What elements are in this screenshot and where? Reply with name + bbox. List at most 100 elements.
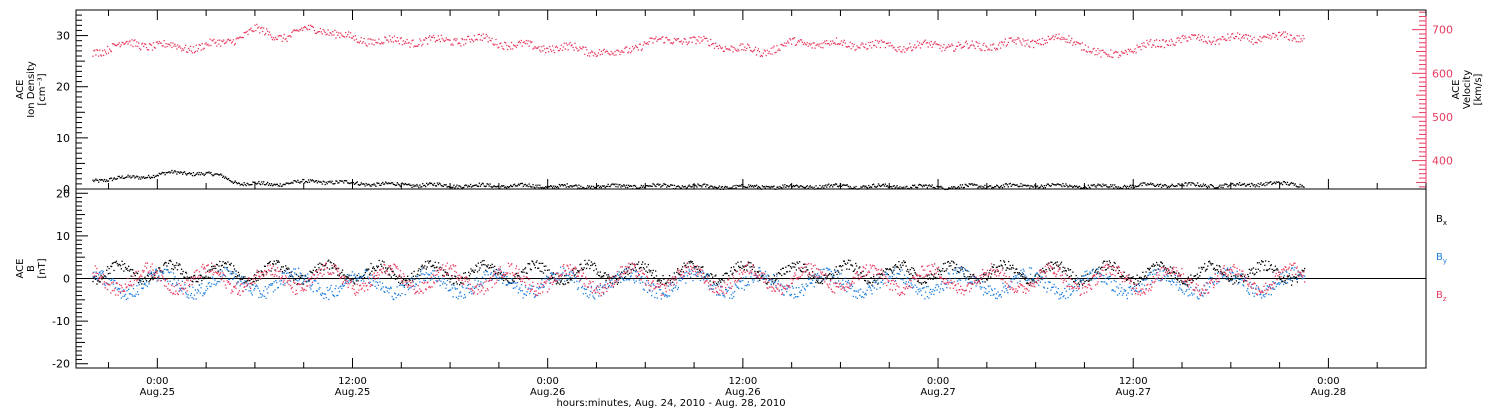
- by-point: [266, 298, 267, 299]
- density-point: [1286, 184, 1287, 185]
- by-point: [188, 297, 189, 298]
- bx-point: [1290, 277, 1291, 278]
- bx-point: [436, 266, 437, 267]
- by-point: [133, 288, 134, 289]
- velocity-point: [177, 44, 178, 45]
- velocity-point: [429, 35, 430, 36]
- density-point: [1020, 183, 1021, 184]
- density-point: [896, 185, 897, 186]
- by-point: [625, 276, 626, 277]
- by-point: [617, 273, 618, 274]
- velocity-point: [1021, 44, 1022, 45]
- density-point: [436, 185, 437, 186]
- bx-point: [736, 263, 737, 264]
- bx-point: [901, 267, 902, 268]
- by-point: [97, 278, 98, 279]
- by-point: [765, 271, 766, 272]
- velocity-point: [516, 47, 517, 48]
- bx-point: [715, 275, 716, 276]
- bx-point: [1078, 282, 1079, 283]
- density-point: [1250, 186, 1251, 187]
- bx-point: [1063, 267, 1064, 268]
- by-point: [796, 287, 797, 288]
- velocity-point: [432, 37, 433, 38]
- velocity-point: [571, 44, 572, 45]
- bx-point: [391, 276, 392, 277]
- velocity-point: [880, 47, 881, 48]
- bx-point: [1267, 269, 1268, 270]
- by-point: [559, 279, 560, 280]
- bx-point: [688, 261, 689, 262]
- density-point: [1109, 186, 1110, 187]
- velocity-point: [784, 42, 785, 43]
- density-point: [995, 186, 996, 187]
- density-point: [488, 184, 489, 185]
- by-point: [304, 278, 305, 279]
- velocity-point: [1298, 41, 1299, 42]
- density-point: [170, 172, 171, 173]
- by-point: [338, 288, 339, 289]
- velocity-point: [1118, 57, 1119, 58]
- velocity-point: [1097, 54, 1098, 55]
- density-point: [1011, 186, 1012, 187]
- velocity-point: [1222, 36, 1223, 37]
- by-point: [383, 286, 384, 287]
- density-point: [419, 185, 420, 186]
- by-point: [444, 278, 445, 279]
- velocity-point: [925, 40, 926, 41]
- density-point: [1196, 185, 1197, 186]
- bx-point: [692, 263, 693, 264]
- bx-point: [900, 264, 901, 265]
- by-point: [502, 283, 503, 284]
- velocity-point: [1096, 50, 1097, 51]
- bx-point: [936, 278, 937, 279]
- velocity-point: [1019, 40, 1020, 41]
- density-point: [848, 186, 849, 187]
- velocity-point: [702, 39, 703, 40]
- velocity-point: [889, 45, 890, 46]
- by-point: [568, 275, 569, 276]
- by-point: [319, 287, 320, 288]
- velocity-point: [698, 36, 699, 37]
- density-point: [1178, 184, 1179, 185]
- density-point: [239, 183, 240, 184]
- velocity-point: [720, 46, 721, 47]
- density-point: [143, 176, 144, 177]
- density-point: [1097, 185, 1098, 186]
- velocity-point: [719, 45, 720, 46]
- velocity-point: [689, 41, 690, 42]
- bx-point: [392, 271, 393, 272]
- velocity-point: [1126, 51, 1127, 52]
- by-point: [451, 284, 452, 285]
- bx-point: [1059, 267, 1060, 268]
- velocity-point: [470, 41, 471, 42]
- velocity-point: [933, 44, 934, 45]
- by-point: [706, 275, 707, 276]
- bx-point: [122, 264, 123, 265]
- bx-point: [1067, 268, 1068, 269]
- bx-point: [871, 277, 872, 278]
- velocity-point: [631, 51, 632, 52]
- bx-point: [814, 274, 815, 275]
- bx-point: [627, 274, 628, 275]
- velocity-point: [136, 41, 137, 42]
- velocity-point: [706, 38, 707, 39]
- bx-point: [331, 262, 332, 263]
- bx-point: [1100, 268, 1101, 269]
- velocity-point: [364, 38, 365, 39]
- velocity-point: [362, 43, 363, 44]
- density-point: [456, 185, 457, 186]
- density-point: [692, 186, 693, 187]
- density-point: [173, 171, 174, 172]
- bx-point: [1041, 278, 1042, 279]
- velocity-point: [290, 36, 291, 37]
- bx-point: [148, 281, 149, 282]
- velocity-point: [191, 51, 192, 52]
- velocity-point: [778, 49, 779, 50]
- by-point: [143, 287, 144, 288]
- velocity-point: [985, 45, 986, 46]
- density-point: [537, 185, 538, 186]
- bx-point: [848, 260, 849, 261]
- velocity-point: [1143, 42, 1144, 43]
- velocity-point: [674, 38, 675, 39]
